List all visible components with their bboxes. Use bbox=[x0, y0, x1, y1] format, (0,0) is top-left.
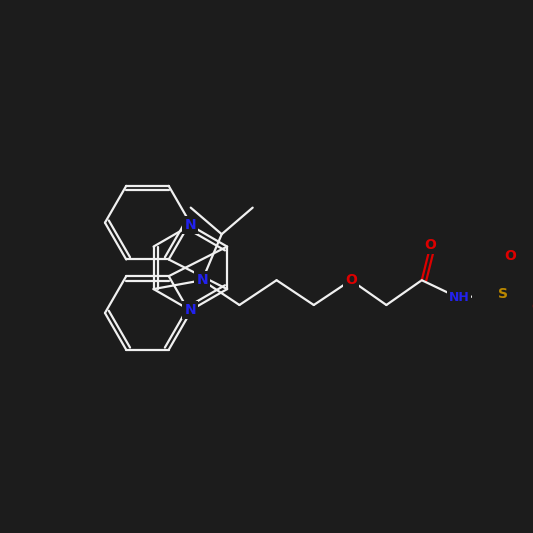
Text: O: O bbox=[345, 273, 357, 287]
Text: S: S bbox=[498, 287, 508, 301]
Text: N: N bbox=[184, 303, 196, 317]
Text: O: O bbox=[504, 249, 516, 263]
Text: O: O bbox=[425, 238, 437, 252]
Text: O: O bbox=[531, 300, 533, 314]
Text: N: N bbox=[184, 219, 196, 232]
Text: N: N bbox=[197, 273, 208, 287]
Text: NH: NH bbox=[449, 292, 470, 304]
